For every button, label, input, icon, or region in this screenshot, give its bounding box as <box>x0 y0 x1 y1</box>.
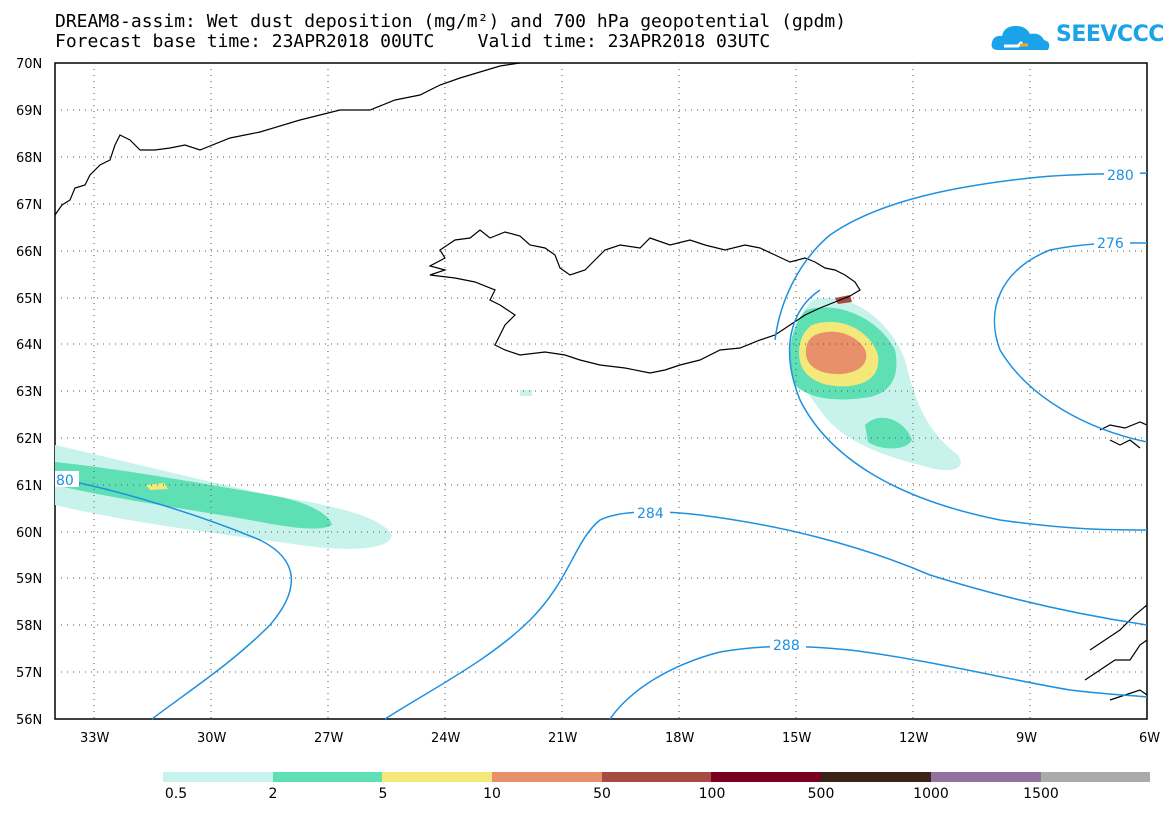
map-gridlines <box>55 63 1147 719</box>
svg-text:33W: 33W <box>80 731 110 746</box>
svg-text:59N: 59N <box>16 572 42 587</box>
legend-swatch-6 <box>821 772 931 782</box>
svg-text:9W: 9W <box>1016 731 1037 746</box>
legend-swatch-2 <box>382 772 493 782</box>
svg-text:70N: 70N <box>16 57 42 72</box>
longitude-labels: 33W 30W 27W 24W 21W 18W 15W 12W 9W 6W <box>80 731 1160 746</box>
svg-text:63N: 63N <box>16 385 42 400</box>
cloud-logo-icon <box>991 26 1050 50</box>
contour-label-288: 288 <box>773 638 800 654</box>
legend-label-6: 500 <box>807 786 835 802</box>
svg-text:15W: 15W <box>782 731 812 746</box>
svg-text:58N: 58N <box>16 619 42 634</box>
contour-label-284: 284 <box>637 506 664 522</box>
svg-text:27W: 27W <box>314 731 344 746</box>
svg-text:12W: 12W <box>899 731 929 746</box>
logo-text: SEEVCCC <box>1056 22 1164 47</box>
legend-label-2: 5 <box>378 786 388 802</box>
legend-label-3: 10 <box>483 786 501 802</box>
svg-text:21W: 21W <box>548 731 578 746</box>
svg-text:60N: 60N <box>16 526 42 541</box>
contour-label-276: 276 <box>1097 236 1124 252</box>
latitude-labels: 70N 69N 68N 67N 66N 65N 64N 63N 62N 61N … <box>16 57 42 728</box>
dust-area-west <box>55 445 392 549</box>
svg-text:6W: 6W <box>1139 731 1160 746</box>
coastlines <box>54 62 1148 701</box>
contour-label-80: 80 <box>56 473 74 489</box>
svg-text:66N: 66N <box>16 245 42 260</box>
legend-label-4: 50 <box>593 786 611 802</box>
legend-label-7: 1000 <box>913 786 949 802</box>
legend-swatch-0 <box>163 772 273 782</box>
svg-text:69N: 69N <box>16 104 42 119</box>
legend-swatch-4 <box>601 772 712 782</box>
dust-area-east <box>520 295 961 471</box>
legend-swatch-8 <box>1040 772 1151 782</box>
legend-label-8: 1500 <box>1023 786 1059 802</box>
svg-text:67N: 67N <box>16 198 42 213</box>
legend-label-5: 100 <box>698 786 726 802</box>
legend-swatch-5 <box>711 772 822 782</box>
svg-text:65N: 65N <box>16 292 42 307</box>
svg-text:18W: 18W <box>665 731 695 746</box>
svg-text:68N: 68N <box>16 151 42 166</box>
svg-text:30W: 30W <box>197 731 227 746</box>
contour-labels: 280 276 284 288 80 <box>55 166 1140 654</box>
legend-label-0: 0.5 <box>164 786 188 802</box>
contour-label-280: 280 <box>1107 168 1134 184</box>
legend-swatch-7 <box>930 772 1041 782</box>
legend-label-1: 2 <box>268 786 278 802</box>
svg-text:24W: 24W <box>431 731 461 746</box>
svg-text:64N: 64N <box>16 338 42 353</box>
legend-swatch-3 <box>492 772 602 782</box>
svg-text:56N: 56N <box>16 713 42 728</box>
svg-text:62N: 62N <box>16 432 42 447</box>
svg-text:57N: 57N <box>16 666 42 681</box>
map-subtitle: Forecast base time: 23APR2018 00UTC Vali… <box>55 31 771 52</box>
map-title: DREAM8-assim: Wet dust deposition (mg/m²… <box>55 11 847 32</box>
svg-text:61N: 61N <box>16 479 42 494</box>
legend-swatch-1 <box>272 772 383 782</box>
geopotential-contours <box>54 172 1148 720</box>
color-legend <box>163 772 1151 782</box>
